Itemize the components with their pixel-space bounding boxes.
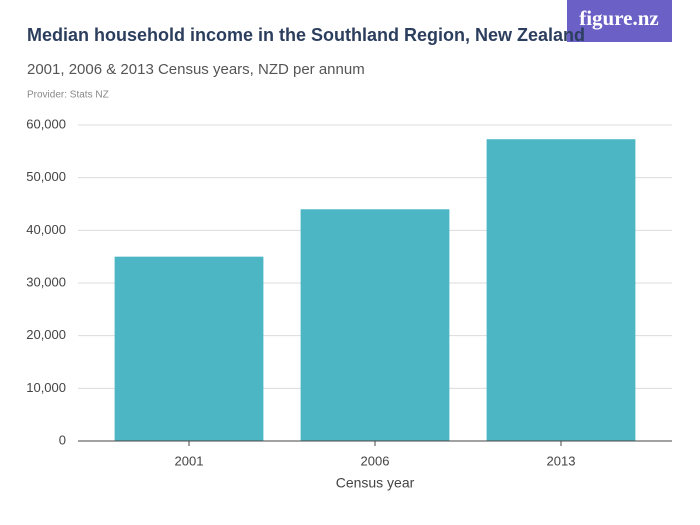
y-tick-label: 60,000: [26, 116, 66, 131]
x-tick-label: 2001: [175, 453, 204, 468]
chart-subtitle: 2001, 2006 & 2013 Census years, NZD per …: [27, 61, 365, 78]
y-tick-label: 40,000: [26, 222, 66, 237]
y-tick-label: 0: [59, 432, 66, 447]
bar: [300, 209, 450, 441]
brand: figure.nz: [579, 6, 659, 30]
x-tick-label: 2013: [547, 453, 576, 468]
provider: Provider: Stats NZ: [27, 90, 109, 101]
brand-box: [567, 0, 672, 42]
y-tick-label: 10,000: [26, 380, 66, 395]
chart-title: Median household income in the Southland…: [27, 25, 585, 45]
bar: [486, 139, 636, 441]
y-tick-label: 20,000: [26, 327, 66, 342]
y-tick-label: 30,000: [26, 274, 66, 289]
x-tick-label: 2006: [361, 453, 390, 468]
x-axis-label: Census year: [336, 475, 415, 491]
y-tick-label: 50,000: [26, 169, 66, 184]
bar: [114, 256, 264, 441]
